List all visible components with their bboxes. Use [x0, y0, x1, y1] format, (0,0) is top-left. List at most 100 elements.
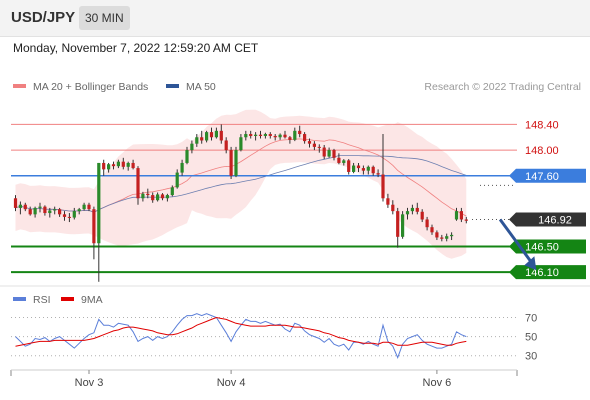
candle-body	[332, 150, 336, 158]
candle-body	[307, 141, 312, 144]
candle-body	[58, 209, 62, 215]
rsi-legend-label-0: RSI	[33, 294, 51, 306]
candle-body	[170, 187, 174, 196]
candle-body	[151, 195, 155, 201]
legend-label-1: MA 50	[186, 81, 216, 93]
time-label-Nov-6: Nov 6	[423, 377, 452, 389]
candle-body	[464, 219, 468, 221]
candle-body	[131, 162, 135, 169]
candle-body	[77, 209, 81, 212]
time-label-Nov-4: Nov 4	[217, 377, 246, 389]
candle-body	[415, 207, 419, 212]
time-label-Nov-3: Nov 3	[75, 377, 104, 389]
candle-body	[219, 130, 223, 141]
credit-text: Research © 2022 Trading Central	[424, 81, 581, 93]
candle-body	[312, 143, 316, 147]
candle-body	[23, 204, 27, 210]
rsi-level-label-70: 70	[525, 313, 537, 325]
period-button[interactable]: 30 MIN	[79, 6, 130, 30]
candle-body	[53, 209, 57, 211]
candle-body	[229, 150, 233, 176]
candle-body	[454, 211, 459, 220]
candle-body	[371, 166, 375, 174]
candle-body	[376, 173, 380, 175]
candle-body	[67, 216, 71, 218]
candle-body	[38, 206, 42, 208]
rsi-legend-swatch-1	[61, 297, 74, 301]
forecast-arrow-head	[524, 256, 537, 271]
candle-body	[209, 132, 214, 138]
candle-body	[405, 211, 410, 215]
level-label-147.60: 147.60	[525, 171, 559, 183]
candle-body	[82, 204, 86, 210]
candle-body	[278, 134, 282, 138]
ma50-line	[15, 155, 467, 213]
candle-body	[146, 193, 150, 196]
candle-body	[190, 143, 194, 151]
candle-body	[327, 150, 331, 157]
rsi-level-label-30: 30	[525, 351, 537, 363]
candle-body	[445, 236, 449, 239]
candle-body	[317, 146, 321, 148]
candle-body	[288, 137, 292, 140]
candle-body	[165, 195, 169, 199]
level-tag-146.10	[509, 265, 586, 280]
level-tag-147.60	[509, 168, 586, 183]
rsi-legend-swatch-0	[13, 297, 26, 301]
candle-body	[28, 209, 32, 215]
candle-body	[92, 209, 96, 244]
level-label-148.40: 148.40	[525, 119, 559, 131]
candle-body	[263, 134, 267, 136]
candle-body	[160, 194, 165, 199]
candle-body	[141, 193, 145, 199]
rsi-line	[15, 313, 467, 359]
candle-body	[249, 134, 253, 136]
forecast-arrow-shaft	[498, 218, 533, 264]
candle-body	[185, 150, 189, 163]
candle-body	[180, 162, 184, 173]
candle-body	[298, 130, 302, 135]
candle-body	[425, 219, 429, 228]
candle-body	[107, 164, 111, 170]
candle-body	[347, 160, 351, 172]
candle-body	[254, 134, 258, 136]
candle-body	[97, 162, 101, 244]
candle-body	[224, 140, 228, 151]
candle-body	[126, 162, 130, 167]
candle-body	[18, 204, 22, 208]
candle-body	[366, 166, 370, 171]
candle-body	[244, 134, 248, 138]
last-price-value: 146.92	[538, 214, 572, 226]
candle-body	[258, 134, 263, 136]
candle-body	[214, 130, 218, 138]
candle-body	[401, 214, 405, 237]
candle-body	[430, 227, 434, 233]
candle-body	[13, 198, 18, 208]
candle-body	[239, 137, 243, 151]
candle-body	[361, 168, 365, 171]
level-label-146.50: 146.50	[525, 241, 559, 253]
candle-body	[156, 194, 160, 201]
candle-body	[234, 150, 238, 176]
candle-body	[116, 161, 120, 167]
candle-body	[175, 172, 179, 188]
candle-body	[337, 157, 341, 163]
legend-swatch-1	[166, 84, 179, 88]
chart-datetime: Monday, November 7, 2022 12:59:20 AM CET	[13, 41, 259, 55]
candle-body	[352, 165, 356, 172]
candle-body	[283, 134, 287, 138]
candle-body	[33, 207, 37, 215]
level-label-148.00: 148.00	[525, 145, 559, 157]
candle-body	[102, 162, 106, 170]
candle-body	[136, 168, 140, 199]
candle-body	[268, 134, 272, 136]
candle-body	[48, 210, 52, 214]
rsi-level-label-50: 50	[525, 332, 537, 344]
candle-body	[396, 211, 400, 237]
candle-body	[440, 237, 444, 239]
candle-body	[121, 161, 125, 167]
candle-body	[195, 137, 199, 144]
candle-body	[111, 164, 116, 167]
candle-body	[450, 234, 454, 237]
